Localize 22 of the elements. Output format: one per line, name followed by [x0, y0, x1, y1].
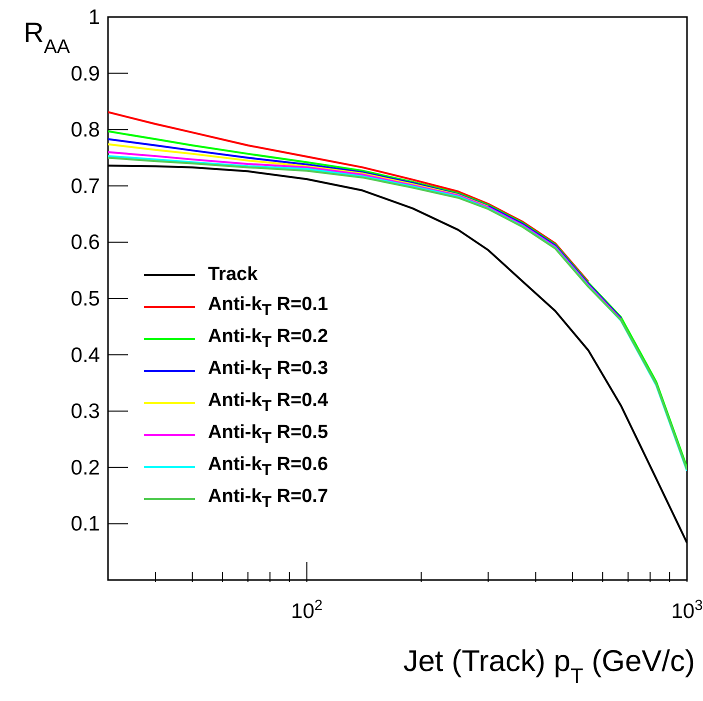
legend-label: Anti-k$_{T}$ R=0.6 [208, 454, 328, 480]
y-tick-label: 0.2 [70, 456, 100, 480]
y-tick-label: 0.5 [70, 288, 100, 310]
legend-label: Anti-k$_{T}$ R=0.7 [208, 486, 328, 512]
x-tick-label: 10$^{2}$ [291, 598, 323, 623]
y-tick-label: 0.4 [70, 344, 100, 367]
y-tick-label: 0.9 [70, 62, 100, 86]
legend-label: Anti-k$_{T}$ R=0.3 [208, 358, 328, 384]
y-tick-label: 0.8 [70, 118, 100, 142]
legend-label: Anti-k$_{T}$ R=0.5 [208, 422, 328, 448]
y-tick-label: 0.6 [70, 231, 100, 254]
y-tick-label: 1 [88, 6, 100, 29]
y-tick-label: 0.3 [70, 400, 100, 424]
legend-label: Anti-k$_{T}$ R=0.1 [208, 294, 328, 320]
y-axis-title: R$_{AA}$ [24, 17, 71, 58]
legend-label: Anti-k$_{T}$ R=0.4 [208, 390, 328, 416]
y-tick-label: 0.7 [70, 174, 100, 198]
legend-label: Track [208, 264, 258, 286]
legend-label: Anti-k$_{T}$ R=0.2 [208, 326, 328, 352]
x-axis-title: Jet (Track) p$_{T}$ (GeV/c) [403, 645, 695, 688]
y-tick-label: 0.1 [70, 512, 100, 536]
x-tick-label: 10$^{3}$ [671, 598, 703, 623]
